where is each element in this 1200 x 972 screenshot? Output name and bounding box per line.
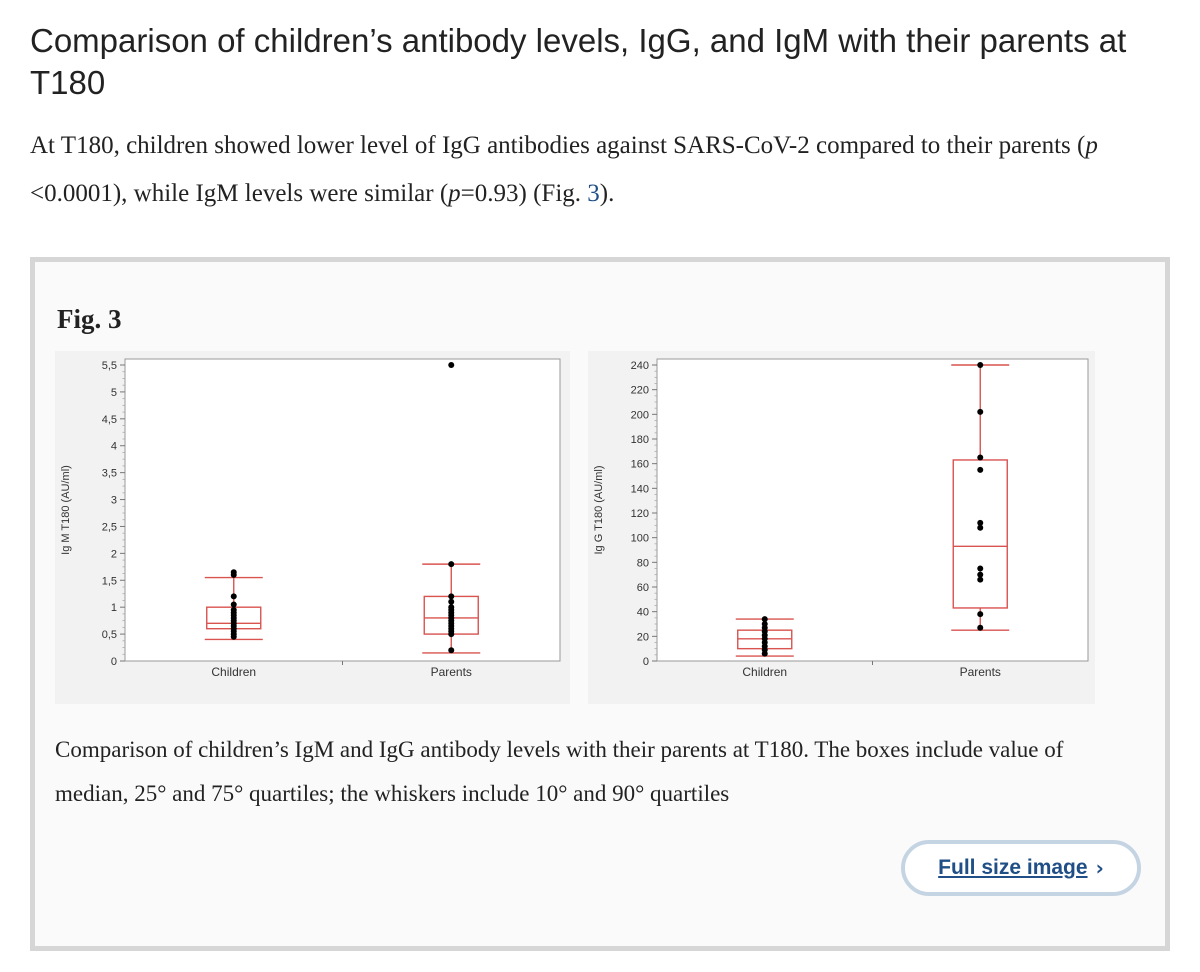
data-point — [448, 561, 455, 568]
p-value-symbol: p — [448, 180, 461, 207]
full-size-image-button[interactable]: Full size image › — [901, 840, 1141, 896]
data-point — [977, 519, 984, 526]
figure-reference-link[interactable]: 3 — [587, 180, 600, 207]
data-point — [977, 362, 984, 368]
plot-area — [656, 358, 1089, 662]
box-children — [735, 616, 794, 657]
y-tick-label: 3 — [111, 495, 117, 507]
y-tick-label: 60 — [637, 582, 649, 594]
data-point — [761, 616, 768, 623]
y-tick-label: 2 — [111, 548, 117, 560]
data-point — [977, 624, 984, 631]
intro-text: ). — [599, 180, 615, 207]
box-parents — [422, 362, 481, 654]
intro-text: <0.0001), while IgM levels were similar … — [30, 180, 449, 207]
y-tick-label: 140 — [631, 483, 649, 495]
x-tick-label: Children — [211, 665, 256, 679]
p-value-symbol: p — [1085, 132, 1098, 159]
y-axis-label: Ig M T180 (AU/ml) — [60, 465, 72, 555]
data-point — [977, 454, 984, 461]
x-tick-label: Parents — [431, 665, 472, 679]
data-point — [977, 466, 984, 473]
data-point — [977, 571, 984, 578]
data-point — [977, 576, 984, 583]
y-tick-label: 0 — [111, 656, 117, 668]
data-point — [230, 593, 237, 600]
y-tick-label: 240 — [631, 360, 649, 372]
data-point — [230, 601, 237, 608]
full-size-image-label[interactable]: Full size image — [938, 856, 1088, 879]
data-point — [448, 631, 455, 638]
data-point — [977, 524, 984, 531]
box-plot-1: 0 0,5 1 1,5 2 2,5 3 3,5 4 4,5 5 5,5 Ig M T180 (AU/ml… — [55, 351, 570, 704]
data-point — [448, 593, 455, 600]
data-point — [977, 408, 984, 415]
data-point — [448, 362, 455, 368]
y-tick-label: 180 — [631, 434, 649, 446]
box-plot-2: 0 20 40 60 80 100 120 140 160 180 200 220 240 Ig G T1… — [588, 351, 1095, 704]
figure-caption: Comparison of children’s IgM and IgG ant… — [55, 737, 1064, 806]
data-point — [761, 650, 768, 657]
y-tick-label: 1,5 — [102, 575, 117, 587]
figure-label: Fig. 3 — [57, 304, 122, 334]
data-point — [230, 633, 237, 640]
y-tick-label: 20 — [637, 631, 649, 643]
chevron-right-icon: › — [1095, 856, 1104, 880]
figure-image[interactable]: 0 0,5 1 1,5 2 2,5 3 3,5 4 4,5 5 5,5 Ig M T180 (AU/ml… — [55, 349, 1095, 709]
y-tick-label: 220 — [631, 385, 649, 397]
y-tick-label: 4,5 — [102, 414, 117, 426]
box-children — [204, 569, 263, 641]
plot-area — [124, 358, 561, 662]
y-tick-label: 1 — [111, 602, 117, 614]
y-axis-label: Ig G T180 (AU/ml) — [593, 465, 605, 554]
box-parents — [951, 362, 1010, 631]
y-tick-label: 4 — [111, 441, 117, 453]
figure-container: Fig. 3 0 0,5 1 1,5 2 2,5 3 3,5 4 4,5 5 5,5 Ig M T180… — [30, 257, 1170, 951]
y-tick-label: 40 — [637, 607, 649, 619]
y-tick-label: 80 — [637, 557, 649, 569]
y-tick-label: 0,5 — [102, 629, 117, 641]
data-point — [230, 571, 237, 578]
intro-text: =0.93) (Fig. — [460, 180, 588, 207]
y-tick-label: 200 — [631, 409, 649, 421]
data-point — [448, 598, 455, 605]
y-tick-label: 5 — [111, 387, 117, 399]
y-tick-label: 2,5 — [102, 521, 117, 533]
x-tick-label: Children — [742, 665, 787, 679]
intro-text: At T180, children showed lower level of … — [30, 132, 1086, 159]
x-tick-label: Parents — [960, 665, 1001, 679]
data-point — [448, 647, 455, 654]
article-heading: Comparison of children’s antibody levels… — [30, 22, 1127, 101]
y-tick-label: 120 — [631, 508, 649, 520]
y-tick-label: 5,5 — [102, 360, 117, 372]
y-tick-label: 100 — [631, 533, 649, 545]
intro-paragraph: At T180, children showed lower level of … — [30, 122, 1180, 218]
y-tick-label: 0 — [643, 656, 649, 668]
data-point — [977, 565, 984, 572]
y-tick-label: 160 — [631, 459, 649, 471]
data-point — [977, 611, 984, 618]
y-tick-label: 3,5 — [102, 468, 117, 480]
